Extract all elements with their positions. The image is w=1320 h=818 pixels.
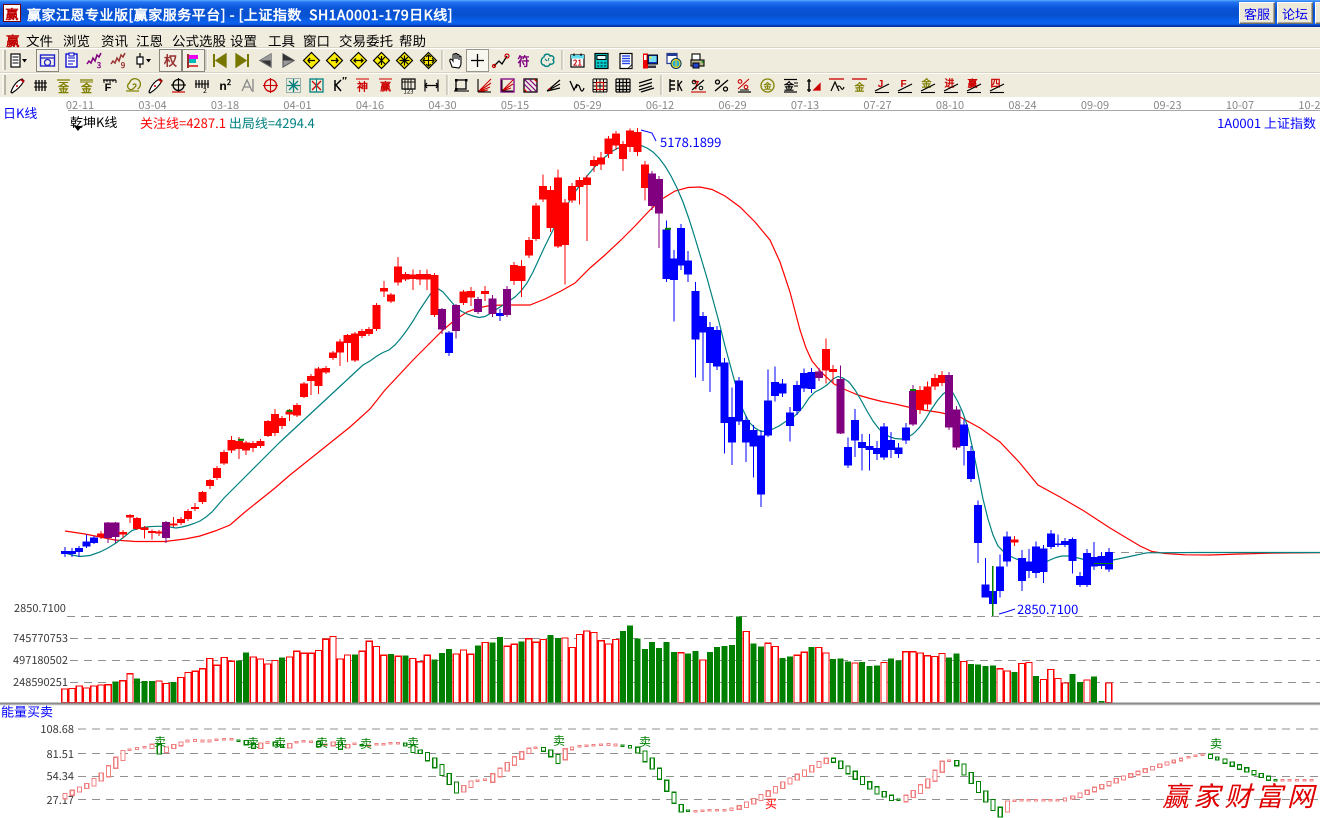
svg-text:金: 金 bbox=[80, 80, 93, 96]
svg-text:卖: 卖 bbox=[1210, 735, 1222, 752]
svg-text:神: 神 bbox=[357, 79, 368, 95]
svg-text:卖: 卖 bbox=[274, 734, 286, 751]
svg-text:卖: 卖 bbox=[335, 734, 347, 751]
svg-text:F: F bbox=[105, 79, 112, 95]
svg-text:n: n bbox=[219, 77, 226, 94]
svg-text:赢: 赢 bbox=[968, 75, 978, 90]
svg-text:卖: 卖 bbox=[639, 733, 651, 750]
svg-text:497180502: 497180502 bbox=[13, 652, 68, 668]
svg-text:08-10: 08-10 bbox=[936, 97, 964, 113]
svg-text:卖: 卖 bbox=[407, 734, 419, 751]
svg-text:02-11: 02-11 bbox=[66, 97, 94, 113]
svg-text:权: 权 bbox=[163, 51, 178, 70]
svg-text:卖: 卖 bbox=[360, 735, 372, 752]
svg-text:7: 7 bbox=[693, 77, 699, 93]
svg-text:06-12: 06-12 bbox=[646, 97, 674, 113]
svg-text:金: 金 bbox=[57, 80, 70, 96]
svg-text:5178.1899: 5178.1899 bbox=[660, 132, 721, 151]
svg-text:赢: 赢 bbox=[380, 79, 391, 95]
svg-text:07-13: 07-13 bbox=[791, 97, 819, 113]
svg-text:05-15: 05-15 bbox=[501, 97, 529, 113]
svg-text:10-21: 10-21 bbox=[1298, 97, 1320, 113]
svg-text:金: 金 bbox=[783, 78, 795, 93]
svg-text:卖: 卖 bbox=[316, 734, 328, 751]
svg-text:2: 2 bbox=[227, 77, 232, 88]
svg-text:能量买卖: 能量买卖 bbox=[1, 702, 53, 721]
svg-text:进: 进 bbox=[945, 75, 955, 90]
svg-text:248590251: 248590251 bbox=[13, 674, 68, 690]
svg-text:9: 9 bbox=[121, 60, 126, 71]
svg-text:04-01: 04-01 bbox=[283, 97, 311, 113]
svg-text:06-29: 06-29 bbox=[718, 97, 746, 113]
svg-text:05-29: 05-29 bbox=[573, 97, 601, 113]
svg-text:F: F bbox=[900, 75, 906, 90]
svg-text:81.51: 81.51 bbox=[47, 746, 74, 762]
svg-text:2850.7100: 2850.7100 bbox=[14, 600, 66, 616]
svg-text:卖: 卖 bbox=[247, 734, 259, 751]
svg-text:3: 3 bbox=[97, 60, 102, 71]
svg-text:J: J bbox=[878, 75, 884, 90]
svg-text:09-23: 09-23 bbox=[1153, 97, 1181, 113]
svg-text:金: 金 bbox=[854, 79, 866, 94]
svg-text:123: 123 bbox=[404, 87, 414, 96]
svg-text:03-18: 03-18 bbox=[211, 97, 239, 113]
svg-text:买: 买 bbox=[765, 795, 777, 812]
svg-text:四: 四 bbox=[991, 75, 1001, 90]
svg-text:04-16: 04-16 bbox=[356, 97, 384, 113]
svg-text:卖: 卖 bbox=[553, 732, 565, 749]
svg-text:21: 21 bbox=[573, 58, 582, 69]
svg-text:04-30: 04-30 bbox=[428, 97, 456, 113]
svg-text:745770753: 745770753 bbox=[13, 630, 68, 646]
svg-text:03-04: 03-04 bbox=[138, 97, 166, 113]
svg-text:金: 金 bbox=[763, 81, 773, 92]
svg-text:赢家财富网: 赢家财富网 bbox=[1162, 775, 1317, 814]
svg-text:07-27: 07-27 bbox=[863, 97, 891, 113]
svg-text:″: ″ bbox=[342, 72, 347, 87]
svg-text:符: 符 bbox=[517, 53, 529, 70]
svg-text:10-07: 10-07 bbox=[1226, 97, 1254, 113]
svg-text:08-24: 08-24 bbox=[1008, 97, 1036, 113]
svg-text:54.34: 54.34 bbox=[47, 768, 74, 784]
svg-text:09-09: 09-09 bbox=[1081, 97, 1109, 113]
svg-text:卖: 卖 bbox=[154, 733, 166, 750]
svg-text:2850.7100: 2850.7100 bbox=[1017, 599, 1078, 618]
svg-text:108.68: 108.68 bbox=[40, 721, 74, 737]
svg-text:2: 2 bbox=[203, 86, 207, 96]
